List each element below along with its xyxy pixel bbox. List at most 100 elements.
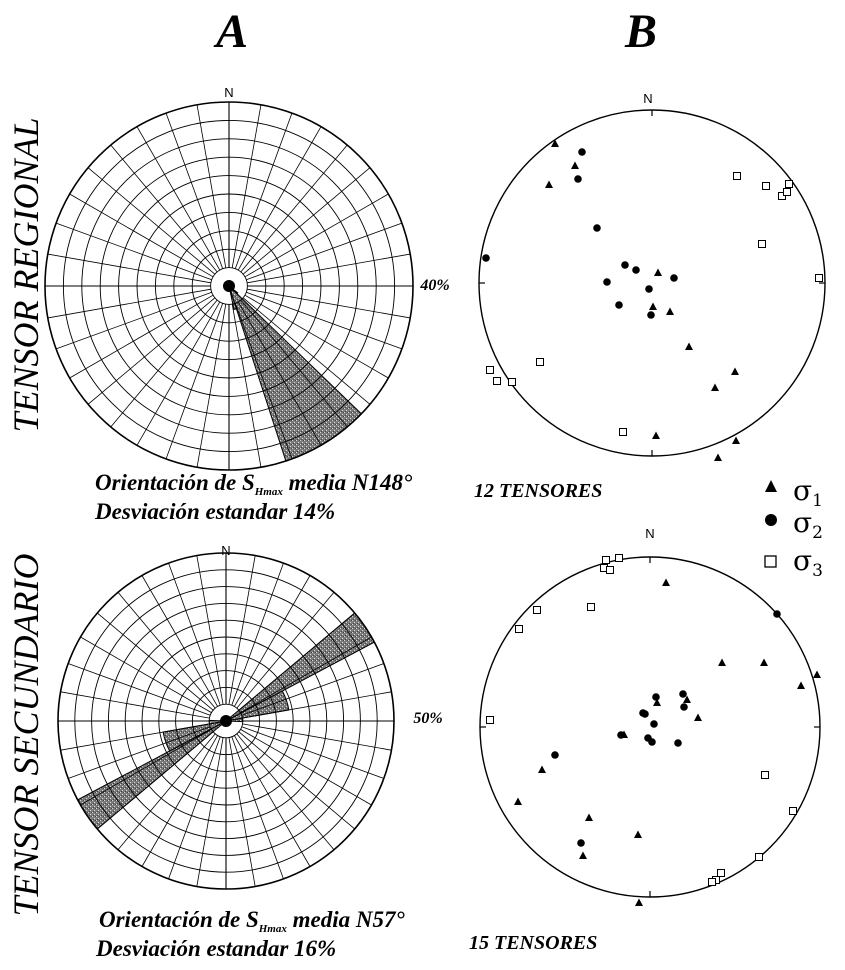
rose1-spoke bbox=[237, 126, 322, 271]
rose1-petal bbox=[228, 285, 363, 462]
rose1-spoke bbox=[165, 303, 224, 460]
stereo1-north-label: N bbox=[643, 91, 652, 106]
rose2-spoke bbox=[231, 736, 284, 880]
stereo2-sigma1-point bbox=[813, 670, 821, 678]
stereo2-sigma2-point bbox=[650, 720, 658, 728]
rose2-spoke bbox=[238, 731, 355, 830]
rose2-spoke bbox=[242, 723, 392, 751]
stereo1-sigma3-point bbox=[762, 182, 770, 190]
rose1-spoke bbox=[244, 193, 389, 278]
stereo1-sigma1-point bbox=[571, 161, 579, 169]
rose2-north-label: N bbox=[221, 543, 230, 558]
rose1-spoke bbox=[110, 144, 218, 273]
rose1-scale-label: 40% bbox=[419, 277, 449, 294]
rose1-spoke bbox=[234, 303, 293, 460]
stereo2-sigma1-point bbox=[797, 681, 805, 689]
stereo1-sigma2-point bbox=[578, 148, 586, 156]
rose1-spoke bbox=[240, 299, 348, 428]
stereo2-sigma2-point bbox=[679, 690, 687, 698]
rose1-spoke bbox=[231, 304, 262, 468]
stereo2-sigma3-point bbox=[533, 606, 541, 614]
legend-triangle-icon bbox=[765, 480, 777, 492]
stereo2-sigma1-point bbox=[585, 813, 593, 821]
rose1-spoke bbox=[242, 297, 371, 405]
stereo1-sigma2-point bbox=[603, 278, 611, 286]
legend-sigma1-label: σ1 bbox=[793, 474, 823, 511]
stereo2-sigma1-point bbox=[538, 765, 546, 773]
stereo2-sigma3-point bbox=[515, 625, 523, 633]
stereonet-regional bbox=[478, 109, 826, 461]
stereo1-sigma1-point bbox=[666, 307, 674, 315]
rose1-spoke bbox=[110, 299, 218, 428]
stereo2-sigma1-point bbox=[620, 730, 628, 738]
legend-square-icon bbox=[764, 555, 777, 568]
legend-sigma3-label: σ3 bbox=[793, 544, 823, 581]
row2-side-label: TENSOR SECUNDARIO bbox=[6, 554, 46, 917]
stereo1-primitive-circle bbox=[478, 109, 826, 457]
stereo1-sigma2-point bbox=[632, 266, 640, 274]
stereo1-sigma3-point bbox=[486, 366, 494, 374]
stereo2-sigma3-point bbox=[606, 566, 614, 574]
rose2-spoke bbox=[240, 729, 372, 806]
stereo2-sigma2-point bbox=[648, 738, 656, 746]
rose2-spoke bbox=[117, 733, 216, 850]
rose2-spoke bbox=[67, 663, 211, 716]
stereo1-sigma3-point bbox=[536, 358, 544, 366]
stereo2-sigma1-point bbox=[579, 851, 587, 859]
rose1-north-label: N bbox=[224, 85, 233, 100]
rose2-spoke bbox=[236, 733, 335, 850]
stereo1-sigma1-point bbox=[652, 431, 660, 439]
rose2-caption-deviation: Desviación estandar 16% bbox=[95, 936, 336, 961]
rose-diagram-regional bbox=[44, 101, 414, 471]
rose1-spoke bbox=[47, 253, 211, 284]
stereo2-sigma1-point bbox=[683, 695, 691, 703]
stereo1-sigma3-point bbox=[508, 378, 516, 386]
rose2-spoke bbox=[97, 731, 214, 830]
rose1-spoke bbox=[165, 112, 224, 269]
rose1-spoke bbox=[234, 112, 293, 269]
rose1-spoke bbox=[87, 167, 216, 275]
stereo2-count-label: 15 TENSORES bbox=[469, 932, 597, 954]
legend-sigma2-label: σ2 bbox=[793, 506, 823, 543]
stereo1-sigma2-point bbox=[647, 311, 655, 319]
rose2-spoke bbox=[67, 726, 211, 779]
stereo1-sigma1-point bbox=[714, 453, 722, 461]
stereo2-sigma1-point bbox=[718, 658, 726, 666]
rose2-spoke bbox=[240, 636, 372, 713]
rose2-spoke bbox=[97, 612, 214, 711]
stereo2-sigma2-point bbox=[773, 610, 781, 618]
rose1-spoke bbox=[69, 294, 214, 379]
rose2-spoke bbox=[238, 612, 355, 711]
rose1-spoke bbox=[242, 167, 371, 275]
rose2-spoke bbox=[196, 737, 224, 887]
rose1-spoke bbox=[237, 301, 322, 446]
rose1-spoke bbox=[231, 104, 262, 268]
stereo1-sigma2-point bbox=[482, 254, 490, 262]
rose1-spoke bbox=[55, 291, 212, 350]
stereo2-north-label: N bbox=[645, 526, 654, 541]
rose1-spoke bbox=[87, 297, 216, 405]
rose-diagram-secondary bbox=[57, 552, 395, 890]
rose1-spoke bbox=[136, 126, 221, 271]
rose2-center bbox=[220, 715, 232, 727]
stereo1-sigma1-point bbox=[654, 268, 662, 276]
stereo2-sigma1-point bbox=[662, 578, 670, 586]
rose1-spoke bbox=[196, 104, 227, 268]
stereo2-sigma2-point bbox=[577, 839, 585, 847]
stereo2-sigma3-point bbox=[761, 771, 769, 779]
rose2-spoke bbox=[231, 562, 284, 706]
stereo2-sigma2-point bbox=[652, 693, 660, 701]
rose1-spoke bbox=[246, 291, 403, 350]
stereo1-sigma3-point bbox=[733, 172, 741, 180]
stereo2-sigma3-point bbox=[708, 878, 716, 886]
stereo2-sigma1-point bbox=[760, 658, 768, 666]
stereo1-sigma1-point bbox=[711, 383, 719, 391]
stereo1-sigma1-point bbox=[685, 342, 693, 350]
rose2-spoke bbox=[241, 726, 385, 779]
legend-circle-icon bbox=[765, 514, 777, 526]
rose2-spoke bbox=[242, 691, 392, 719]
rose2-spoke bbox=[168, 736, 221, 880]
stereo1-sigma1-point bbox=[731, 367, 739, 375]
rose1-spoke bbox=[136, 301, 221, 446]
stereo1-sigma1-point bbox=[649, 302, 657, 310]
